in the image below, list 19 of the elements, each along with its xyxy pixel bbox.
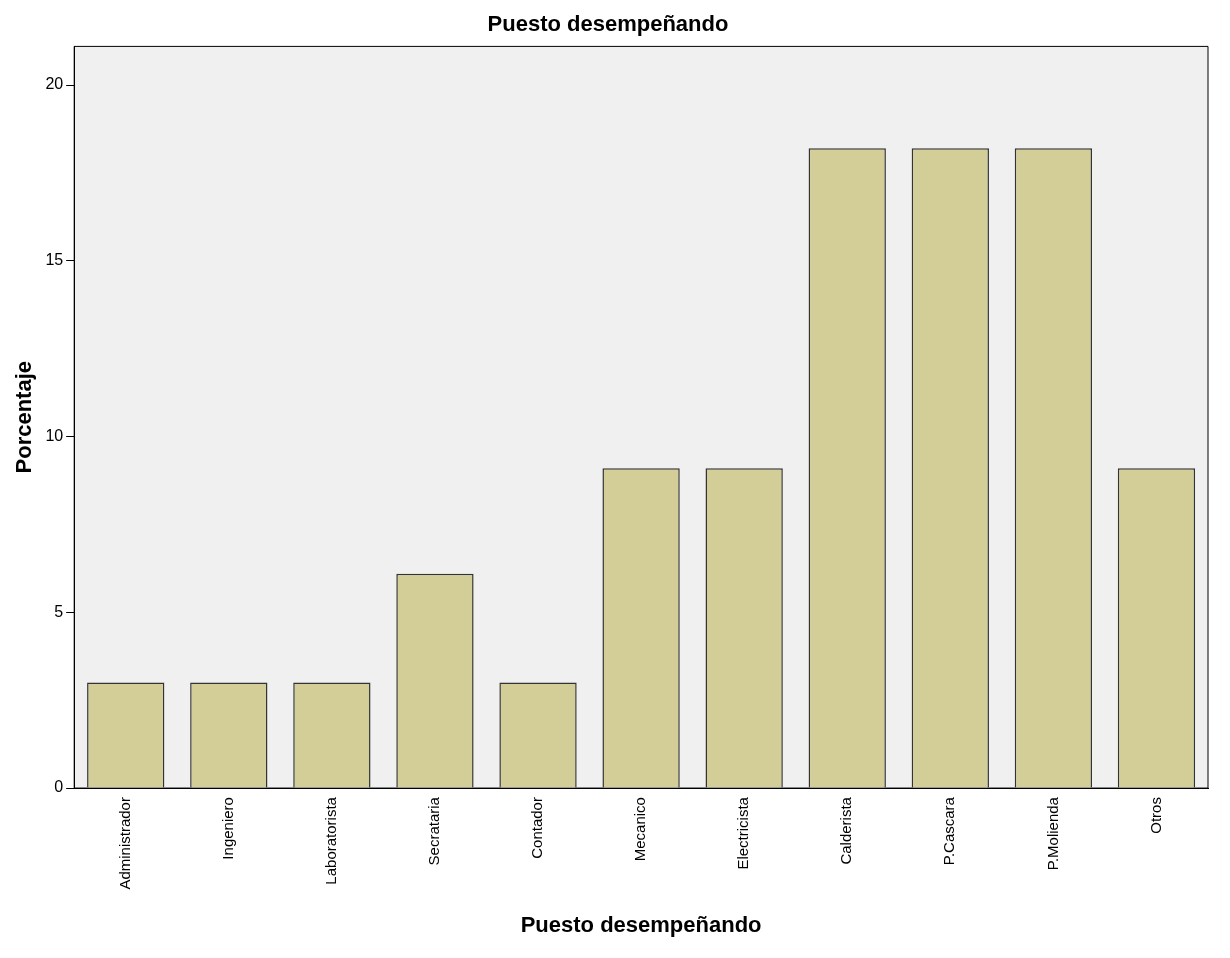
- y-tick-label: 5: [54, 602, 64, 620]
- x-tick-label: P.Molienda: [1043, 796, 1061, 871]
- y-tick-label: 0: [54, 778, 64, 796]
- x-tick-label: Otros: [1146, 797, 1164, 834]
- x-tick-label: Calderista: [837, 796, 855, 865]
- x-tick-label: Laboratorista: [322, 796, 340, 885]
- x-tick-label: Electricista: [734, 796, 752, 870]
- x-axis-title: Puesto desempeñando: [520, 911, 762, 937]
- x-tick-label: Mecanico: [631, 797, 649, 862]
- y-axis-title: Porcentaje: [11, 360, 37, 474]
- chart-title: Puesto desempeñando: [487, 11, 729, 37]
- x-tick-label: Contador: [528, 797, 546, 859]
- y-tick-label: 10: [45, 426, 64, 444]
- y-tick-label: 15: [45, 251, 64, 269]
- x-tick-label: Ingeniero: [218, 797, 236, 860]
- y-tick-label: 20: [45, 75, 64, 93]
- x-tick-label: Secrataria: [425, 796, 443, 866]
- x-tick-label: P.Cascara: [940, 796, 958, 866]
- x-tick-label: Administrador: [115, 797, 133, 890]
